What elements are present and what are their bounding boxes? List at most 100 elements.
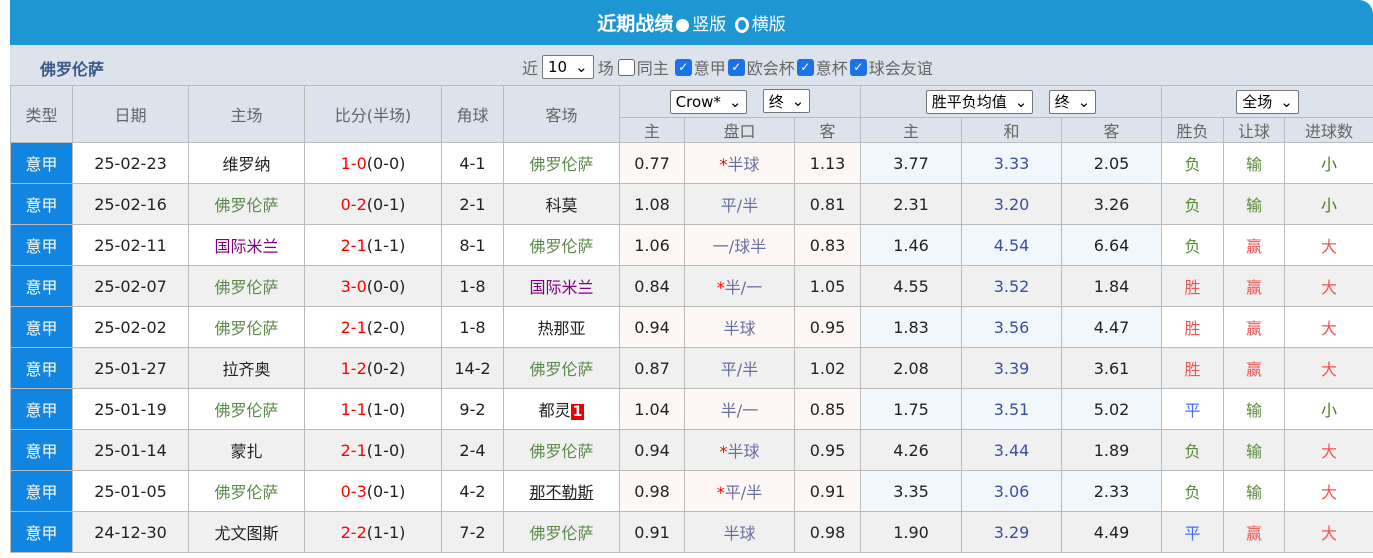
match-result: 负 xyxy=(1161,429,1225,471)
checkbox-filter[interactable]: ✓ xyxy=(849,58,867,76)
corner-score: 8-1 xyxy=(441,224,504,266)
full-score: 0-2 xyxy=(340,194,367,214)
away-cell[interactable]: 国际米兰 xyxy=(503,265,620,307)
radio-horizontal[interactable] xyxy=(734,17,749,33)
odds-draw: 3.52 xyxy=(961,265,1062,307)
table-row[interactable]: 意甲 25-02-23 维罗纳 1-0(0-0) 4-1 佛罗伦萨 0.77 *… xyxy=(10,142,1373,184)
match-type[interactable]: 意甲 xyxy=(10,470,73,512)
odds-home: 2.31 xyxy=(860,183,962,225)
handicap-home-odds: 0.98 xyxy=(619,470,685,512)
away-team[interactable]: 那不勒斯 xyxy=(529,483,594,502)
away-cell[interactable]: 佛罗伦萨 xyxy=(503,511,620,553)
avg-select[interactable]: 胜平负均值 ⌄ xyxy=(925,89,1034,114)
away-team[interactable]: 佛罗伦萨 xyxy=(529,442,594,461)
score-cell[interactable]: 2-1(2-0) xyxy=(304,306,442,348)
over-under-result: 小 xyxy=(1284,142,1373,184)
handicap-home-odds: 0.94 xyxy=(619,306,685,348)
score-cell[interactable]: 2-1(1-1) xyxy=(304,224,442,266)
home-team[interactable]: 佛罗伦萨 xyxy=(188,388,305,430)
home-team[interactable]: 佛罗伦萨 xyxy=(188,265,305,307)
score-cell[interactable]: 1-2(0-2) xyxy=(304,347,442,389)
score-cell[interactable]: 2-2(1-1) xyxy=(304,511,442,553)
away-cell[interactable]: 佛罗伦萨 xyxy=(503,142,620,184)
table-row[interactable]: 意甲 25-01-14 蒙扎 2-1(1-0) 2-4 佛罗伦萨 0.94 *半… xyxy=(10,429,1373,471)
score-cell[interactable]: 0-2(0-1) xyxy=(304,183,442,225)
home-team[interactable]: 拉齐奥 xyxy=(188,347,305,389)
filters: 近 10 ⌄ 场 同主 ✓ 意甲 ✓ 欧会杯 ✓ 意杯 ✓ 球会友谊 xyxy=(522,55,933,79)
score-cell[interactable]: 2-1(1-0) xyxy=(304,429,442,471)
table-row[interactable]: 意甲 25-02-11 国际米兰 2-1(1-1) 8-1 佛罗伦萨 1.06 … xyxy=(10,224,1373,266)
score-cell[interactable]: 1-0(0-0) xyxy=(304,142,442,184)
home-team[interactable]: 蒙扎 xyxy=(188,429,305,471)
checkbox-filter[interactable]: ✓ xyxy=(727,58,745,76)
table-row[interactable]: 意甲 24-12-30 尤文图斯 2-2(1-1) 7-2 佛罗伦萨 0.91 … xyxy=(10,511,1373,553)
home-team[interactable]: 尤文图斯 xyxy=(188,511,305,553)
away-team[interactable]: 佛罗伦萨 xyxy=(529,360,594,379)
match-type[interactable]: 意甲 xyxy=(10,183,73,225)
table-row[interactable]: 意甲 25-02-16 佛罗伦萨 0-2(0-1) 2-1 科莫 1.08 平/… xyxy=(10,183,1373,225)
away-cell[interactable]: 都灵 1 xyxy=(503,388,620,430)
handicap-value: 半球 xyxy=(723,524,756,543)
home-team[interactable]: 国际米兰 xyxy=(188,224,305,266)
company-select[interactable]: Crow* ⌄ xyxy=(669,89,748,114)
over-under-result: 大 xyxy=(1284,511,1373,553)
match-type[interactable]: 意甲 xyxy=(10,224,73,266)
radio-vertical[interactable] xyxy=(676,18,690,32)
checkbox-label[interactable]: 意甲 xyxy=(693,59,726,78)
table-row[interactable]: 意甲 25-01-27 拉齐奥 1-2(0-2) 14-2 佛罗伦萨 0.87 … xyxy=(10,347,1373,389)
checkbox-label[interactable]: 球会友谊 xyxy=(868,59,933,78)
away-team[interactable]: 国际米兰 xyxy=(529,278,594,297)
score-cell[interactable]: 1-1(1-0) xyxy=(304,388,442,430)
match-type[interactable]: 意甲 xyxy=(10,388,73,430)
away-cell[interactable]: 那不勒斯 xyxy=(503,470,620,512)
checkbox-label[interactable]: 欧会杯 xyxy=(746,59,795,78)
checkbox-filter[interactable]: ✓ xyxy=(674,58,692,76)
score-cell[interactable]: 3-0(0-0) xyxy=(304,265,442,307)
odds-home: 2.08 xyxy=(860,347,962,389)
handicap-away-odds: 0.81 xyxy=(794,183,861,225)
match-type[interactable]: 意甲 xyxy=(10,306,73,348)
away-cell[interactable]: 科莫 xyxy=(503,183,620,225)
match-type[interactable]: 意甲 xyxy=(10,511,73,553)
final-select-1[interactable]: 终 ⌄ xyxy=(762,89,811,114)
period-select[interactable]: 全场 ⌄ xyxy=(1236,89,1299,114)
table-row[interactable]: 意甲 25-02-02 佛罗伦萨 2-1(2-0) 1-8 热那亚 0.94 半… xyxy=(10,306,1373,348)
handicap-away-odds: 0.95 xyxy=(794,306,861,348)
handicap-result: 赢 xyxy=(1223,511,1286,553)
home-team[interactable]: 维罗纳 xyxy=(188,142,305,184)
match-type[interactable]: 意甲 xyxy=(10,265,73,307)
checkbox-label[interactable]: 同主 xyxy=(636,59,669,78)
table-row[interactable]: 意甲 25-02-07 佛罗伦萨 3-0(0-0) 1-8 国际米兰 0.84 … xyxy=(10,265,1373,307)
away-team[interactable]: 佛罗伦萨 xyxy=(529,524,594,543)
away-cell[interactable]: 佛罗伦萨 xyxy=(503,347,620,389)
away-cell[interactable]: 佛罗伦萨 xyxy=(503,224,620,266)
away-cell[interactable]: 热那亚 xyxy=(503,306,620,348)
radio-horizontal-label[interactable]: 横版 xyxy=(751,15,786,35)
radio-vertical-label[interactable]: 竖版 xyxy=(692,15,727,35)
checkbox-filter[interactable]: ✓ xyxy=(796,58,814,76)
match-type[interactable]: 意甲 xyxy=(10,142,73,184)
table-row[interactable]: 意甲 25-01-19 佛罗伦萨 1-1(1-0) 9-2 都灵 1 1.04 半… xyxy=(10,388,1373,430)
match-type[interactable]: 意甲 xyxy=(10,347,73,389)
away-team[interactable]: 都灵 xyxy=(538,401,571,420)
handicap-home-odds: 1.04 xyxy=(619,388,685,430)
checkbox-filter[interactable] xyxy=(617,58,635,76)
table-row[interactable]: 意甲 25-01-05 佛罗伦萨 0-3(0-1) 4-2 那不勒斯 0.98 … xyxy=(10,470,1373,512)
away-team[interactable]: 热那亚 xyxy=(537,319,586,338)
home-team[interactable]: 佛罗伦萨 xyxy=(188,306,305,348)
away-team[interactable]: 佛罗伦萨 xyxy=(529,155,594,174)
handicap-result: 输 xyxy=(1223,142,1286,184)
final-select-2[interactable]: 终 ⌄ xyxy=(1048,89,1097,114)
match-count-select[interactable]: 10 ⌄ xyxy=(542,55,594,79)
score-cell[interactable]: 0-3(0-1) xyxy=(304,470,442,512)
home-team[interactable]: 佛罗伦萨 xyxy=(188,183,305,225)
handicap-result: 赢 xyxy=(1223,306,1286,348)
match-result: 负 xyxy=(1161,183,1225,225)
odds-home: 4.55 xyxy=(860,265,962,307)
checkbox-label[interactable]: 意杯 xyxy=(815,59,848,78)
home-team[interactable]: 佛罗伦萨 xyxy=(188,470,305,512)
away-team[interactable]: 佛罗伦萨 xyxy=(529,237,594,256)
away-cell[interactable]: 佛罗伦萨 xyxy=(503,429,620,471)
away-team[interactable]: 科莫 xyxy=(545,196,578,215)
match-type[interactable]: 意甲 xyxy=(10,429,73,471)
